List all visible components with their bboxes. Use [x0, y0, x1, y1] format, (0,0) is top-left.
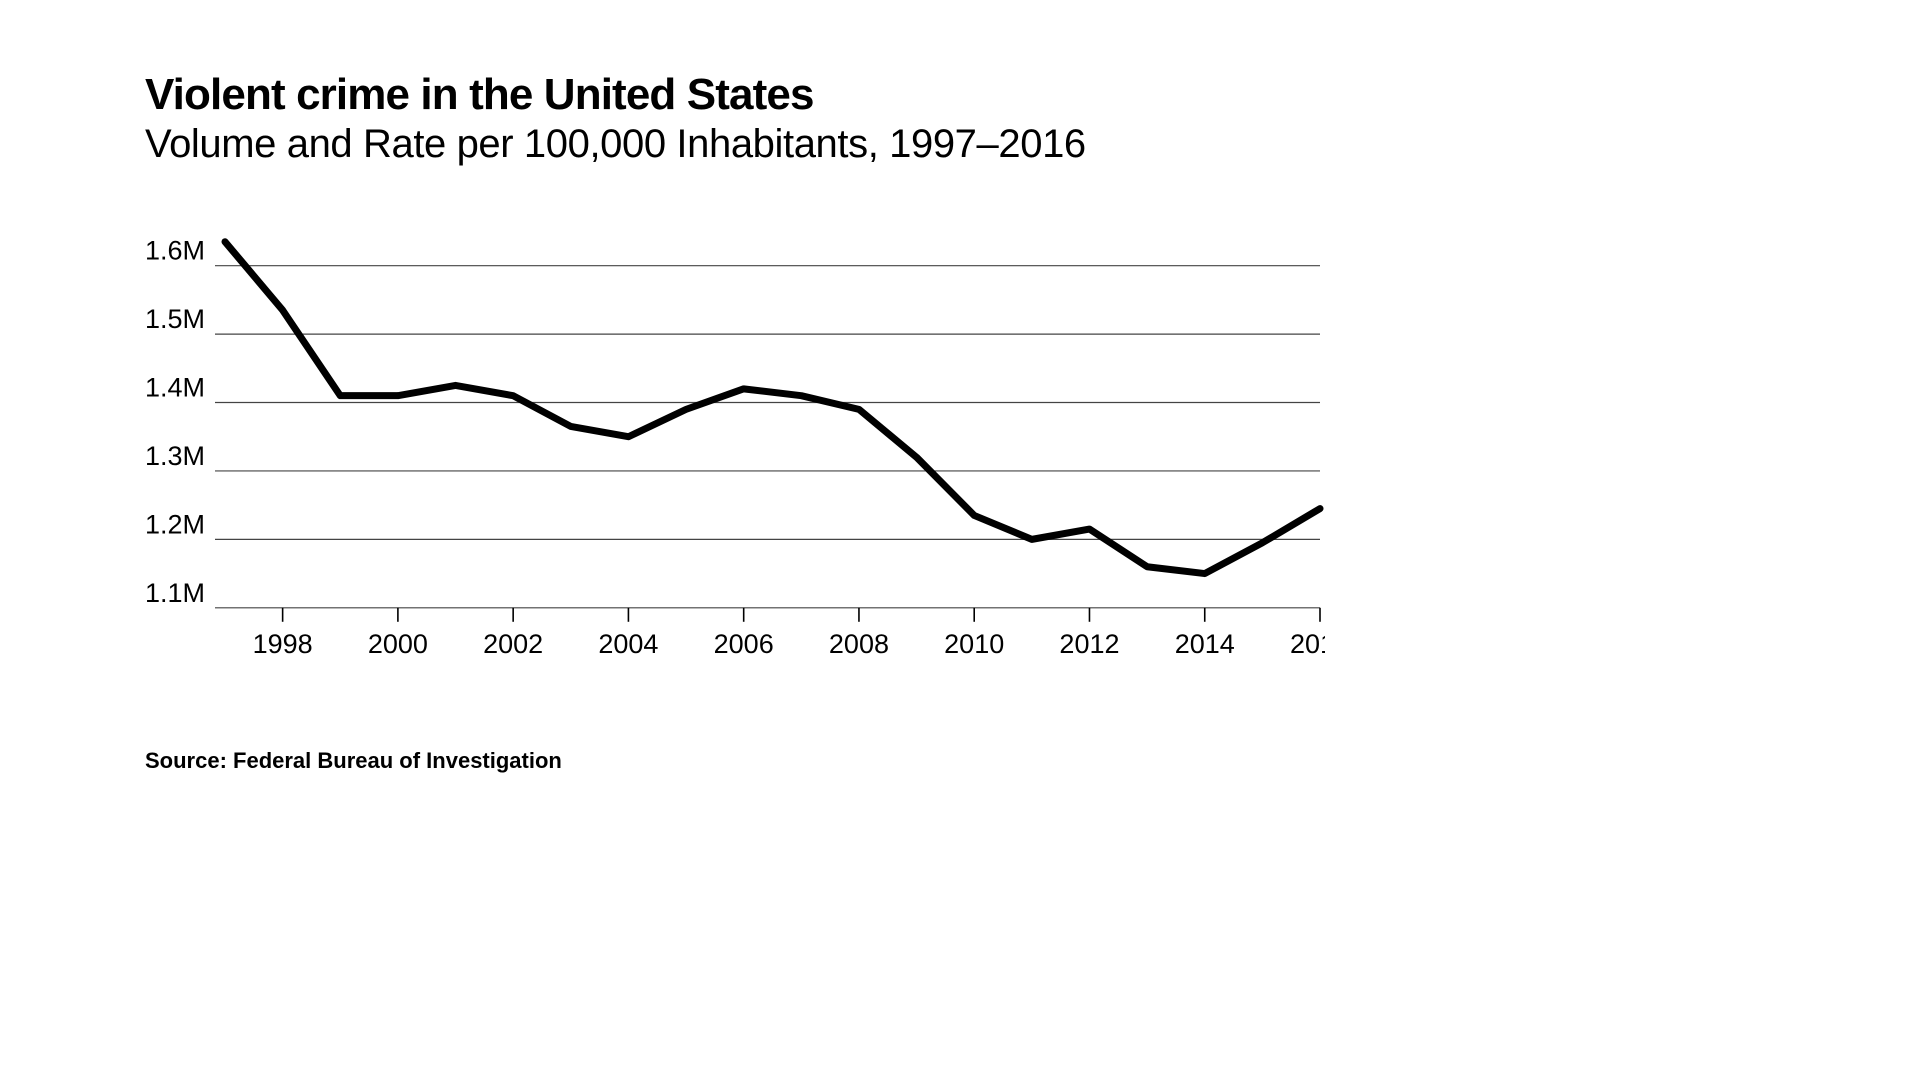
x-axis-label: 2008: [829, 629, 889, 659]
y-axis-label: 1.2M: [145, 509, 205, 539]
y-axis-label: 1.4M: [145, 373, 205, 403]
x-axis-label: 1998: [253, 629, 313, 659]
chart-subtitle: Volume and Rate per 100,000 Inhabitants,…: [145, 122, 1325, 167]
chart-source: Source: Federal Bureau of Investigation: [145, 748, 1325, 774]
x-axis-label: 2004: [598, 629, 658, 659]
y-axis-label: 1.3M: [145, 441, 205, 471]
x-axis-label: 2014: [1175, 629, 1235, 659]
y-axis-label: 1.5M: [145, 304, 205, 334]
chart-plot-area: 1.1M 1.2M 1.3M 1.4M 1.5M 1.6M 1998 2000 2002 2004…: [145, 222, 1325, 712]
data-line: [225, 242, 1320, 574]
x-axis-label: 2006: [714, 629, 774, 659]
x-axis-label: 2016: [1290, 629, 1325, 659]
x-axis-label: 2010: [944, 629, 1004, 659]
x-axis-label: 2002: [483, 629, 543, 659]
chart-container: Violent crime in the United States Volum…: [145, 70, 1325, 774]
chart-title: Violent crime in the United States: [145, 70, 1325, 120]
y-axis-label: 1.1M: [145, 578, 205, 608]
y-axis-label: 1.6M: [145, 236, 205, 266]
x-axis-label: 2000: [368, 629, 428, 659]
line-chart-svg: 1.1M 1.2M 1.3M 1.4M 1.5M 1.6M 1998 2000 2002 2004…: [145, 222, 1325, 712]
x-axis-label: 2012: [1059, 629, 1119, 659]
